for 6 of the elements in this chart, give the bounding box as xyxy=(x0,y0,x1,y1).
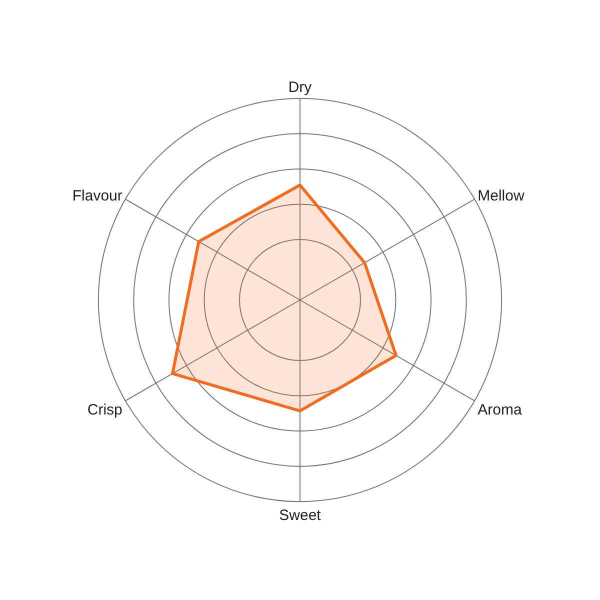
spoke-label: Sweet xyxy=(279,507,322,524)
spoke-label: Dry xyxy=(288,78,312,96)
spoke-label: Aroma xyxy=(478,402,522,419)
spoke-label: Crisp xyxy=(87,402,122,419)
spoke-label: Flavour xyxy=(72,187,122,204)
spoke-label: Mellow xyxy=(478,187,524,204)
